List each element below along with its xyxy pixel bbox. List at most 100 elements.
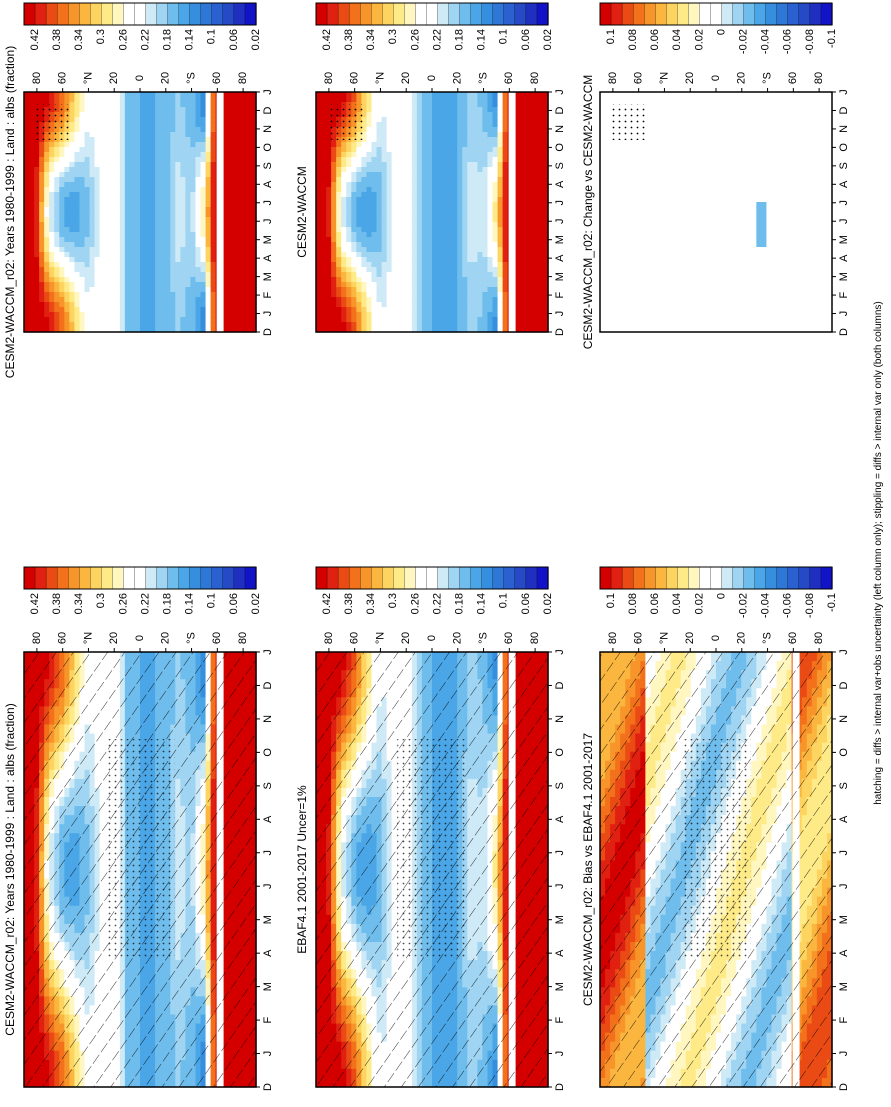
lat-tick-label: 60 (211, 632, 223, 644)
colorbar-swatch (45, 566, 58, 590)
colorbar-label: 0.3 (95, 593, 107, 608)
colorbar-swatch (503, 566, 516, 590)
lat-tick-label: 0 (134, 635, 146, 641)
colorbar-swatch (233, 566, 246, 590)
colorbar-swatch (34, 566, 47, 590)
month-tick-label: J (262, 883, 274, 889)
lat-tick-label: 20 (400, 632, 412, 644)
colorbar-swatch (470, 566, 483, 590)
colorbar-swatch (426, 566, 439, 590)
lat-tick-label: 20 (452, 632, 464, 644)
colorbar-swatch (492, 566, 505, 590)
colorbar-swatch (156, 566, 169, 590)
colorbar-swatch (326, 566, 339, 590)
colorbar-label: 0.02 (250, 593, 262, 614)
colorbar-label: 0.02 (542, 593, 554, 614)
stippling-overlay (105, 739, 175, 957)
colorbar-swatch (459, 566, 472, 590)
colorbar-label: 0.18 (162, 593, 174, 614)
colorbar-label: 0.14 (184, 593, 196, 614)
colorbar-swatch (178, 566, 191, 590)
colorbar-label: 0.26 (117, 593, 129, 614)
month-tick-label: J (262, 649, 274, 655)
colorbar-swatch (123, 566, 136, 590)
lat-tick-label: °N (374, 632, 386, 644)
colorbar-swatch (315, 566, 328, 590)
colorbar-swatch (211, 566, 224, 590)
colorbar-swatch (448, 566, 461, 590)
colorbar-label: 0.1 (498, 593, 510, 608)
colorbar-swatch (222, 566, 235, 590)
month-tick-label: S (262, 782, 274, 789)
colorbar-swatch (23, 566, 36, 590)
colorbar: 0.42 0.38 0.34 0.3 0.26 0.22 0.18 0.14 0.1 0.06 0.… (315, 566, 554, 614)
colorbar-swatch (337, 566, 350, 590)
colorbar-swatch (68, 566, 80, 590)
colorbar-swatch (382, 566, 394, 590)
colorbar-label: 0.38 (343, 593, 355, 614)
colorbar-swatch (56, 566, 69, 590)
month-tick-label: A (554, 815, 566, 823)
lat-tick-label: 80 (323, 632, 335, 644)
month-tick-label: A (554, 949, 566, 957)
colorbar-swatch (145, 566, 158, 590)
colorbar-swatch (90, 566, 102, 590)
month-tick-label: N (554, 715, 566, 723)
colorbar-swatch (360, 566, 372, 590)
lat-tick-label: 80 (31, 632, 43, 644)
colorbar-swatch (393, 566, 406, 590)
colorbar-swatch (189, 566, 202, 590)
month-tick-label: J (554, 1051, 566, 1057)
lat-tick-label: 0 (426, 635, 438, 641)
month-tick-label: D (554, 1083, 566, 1091)
colorbar-label: 0.14 (476, 593, 488, 614)
month-tick-label: J (554, 850, 566, 856)
colorbar-label: 0.42 (29, 593, 41, 614)
colorbar-swatch (481, 566, 494, 590)
colorbar: 0.42 0.38 0.34 0.3 0.26 0.22 0.18 0.14 0.1 0.06 0.… (23, 566, 262, 614)
colorbar-label: 0.1 (206, 593, 218, 608)
lat-tick-label: 20 (108, 632, 120, 644)
colorbar-swatch (514, 566, 527, 590)
colorbar-swatch (437, 566, 450, 590)
colorbar-label: 0.3 (387, 593, 399, 608)
colorbar-swatch (200, 566, 213, 590)
month-tick-label: D (554, 681, 566, 689)
colorbar-label: 0.38 (51, 593, 63, 614)
colorbar-swatch (167, 566, 180, 590)
lat-tick-label: °N (82, 632, 94, 644)
month-tick-label: A (262, 949, 274, 957)
colorbar-swatch (79, 566, 91, 590)
colorbar-label: 0.22 (431, 593, 443, 614)
lat-tick-label: 80 (529, 632, 541, 644)
colorbar-label: 0.42 (321, 593, 333, 614)
lat-tick-label: 20 (160, 632, 172, 644)
colorbar-swatch (244, 566, 257, 590)
colorbar-label: 0.34 (73, 593, 85, 614)
colorbar-label: 0.22 (139, 593, 151, 614)
panel-title: CESM2-WACCM_r02: Years 1980-1999 : Land … (3, 703, 17, 1035)
colorbar-swatch (371, 566, 383, 590)
month-tick-label: D (262, 1083, 274, 1091)
panel-title: EBAF4.1 2001-2017 Uncer=1% (295, 785, 309, 954)
colorbar-swatch (112, 566, 125, 590)
colorbar-label: 0.34 (365, 593, 377, 614)
lat-tick-label: °S (185, 632, 197, 644)
colorbar-swatch (134, 566, 147, 590)
lat-tick-label: 80 (237, 632, 249, 644)
lat-tick-label: 60 (57, 632, 69, 644)
stippling-overlay (397, 739, 467, 957)
month-tick-label: S (554, 782, 566, 789)
month-tick-label: F (554, 1016, 566, 1023)
month-tick-label: J (554, 883, 566, 889)
month-tick-label: A (262, 815, 274, 823)
colorbar-swatch (101, 566, 114, 590)
lat-tick-label: 60 (503, 632, 515, 644)
colorbar-label: 0.06 (228, 593, 240, 614)
month-tick-label: J (262, 850, 274, 856)
month-tick-label: D (262, 681, 274, 689)
